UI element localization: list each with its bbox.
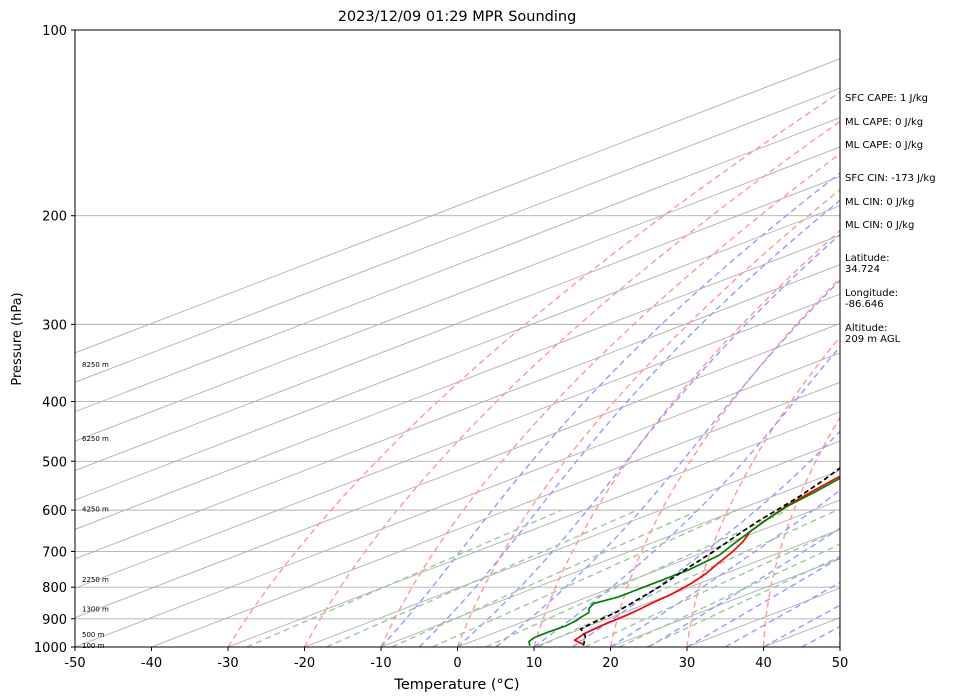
dry-adiabat (456, 188, 840, 647)
y-axis-label: Pressure (hPa) (10, 292, 25, 385)
dewpoint-line (528, 477, 840, 646)
isotherm-line (75, 87, 840, 383)
ml-cape-text-2: ML CAPE: 0 J/kg (845, 140, 924, 151)
x-tick-label: -30 (217, 656, 238, 671)
dry-adiabat (227, 91, 840, 647)
height-label: 4250 m (82, 505, 109, 513)
isotherm-line (75, 352, 840, 647)
height-label: 1300 m (82, 605, 109, 613)
x-tick-label: -50 (64, 656, 85, 671)
isotherm-line (304, 440, 840, 647)
moist-adiabat (380, 172, 840, 647)
background-lines (75, 30, 840, 647)
x-tick-label: 20 (602, 656, 619, 671)
height-label: 2250 m (82, 576, 109, 584)
chart-title: 2023/12/09 01:29 MPR Sounding (338, 9, 577, 25)
isotherm-line (75, 264, 840, 560)
sfc-cape-text: SFC CAPE: 1 J/kg (845, 93, 928, 104)
mixing-ratio-line (619, 543, 840, 647)
ml-cin-text-2: ML CIN: 0 J/kg (845, 220, 915, 231)
dry-adiabat (303, 120, 840, 647)
isotherm-line (75, 234, 840, 530)
y-tick-label: 600 (42, 504, 67, 519)
x-tick-label: 50 (832, 656, 849, 671)
x-axis-label: Temperature (°C) (393, 677, 519, 693)
x-tick-label: -40 (141, 656, 162, 671)
y-tick-label: 700 (42, 545, 67, 560)
sfc-cin-text: SFC CIN: -173 J/kg (845, 173, 936, 184)
height-label: 6250 m (82, 435, 109, 443)
y-tick-label: 800 (42, 581, 67, 596)
y-tick-label: 500 (42, 455, 67, 470)
mixing-ratio-line (537, 509, 838, 647)
x-tick-label: 30 (679, 656, 696, 671)
mixing-ratio-line (432, 509, 738, 647)
y-tick-label: 200 (42, 210, 67, 225)
x-tick-label: -10 (370, 656, 391, 671)
mixing-ratio-line (326, 509, 638, 647)
x-tick-label: 10 (526, 656, 543, 671)
mixing-ratio-line (246, 509, 562, 647)
isotherm-line (75, 293, 840, 589)
y-tick-label: 900 (42, 613, 67, 628)
series-layer (528, 467, 840, 646)
height-label: 500 m (82, 631, 105, 639)
isotherm-line (75, 146, 840, 442)
y-tick-label: 300 (42, 318, 67, 333)
y-tick-label: 1000 (34, 641, 67, 656)
ml-cape-text: ML CAPE: 0 J/kg (845, 117, 924, 128)
height-label: 8250 m (82, 361, 109, 369)
parcel-line (579, 467, 840, 646)
moist-adiabat (533, 345, 840, 647)
altitude-text: Altitude: 209 m AGL (845, 323, 901, 345)
isotherm-line (75, 205, 840, 501)
moist-adiabat (648, 527, 840, 647)
mixing-ratio-line (584, 528, 840, 647)
latitude-text: Latitude: 34.724 (845, 253, 890, 275)
moist-adiabat (418, 199, 840, 647)
x-tick-label: -20 (294, 656, 315, 671)
isotherm-line (151, 381, 840, 647)
dry-adiabat (380, 152, 840, 647)
height-labels: 100 m 500 m 1300 m 2250 m 4250 m 6250 m 8250 m (82, 361, 109, 650)
dry-adiabat (762, 416, 840, 647)
mixing-ratio-line (485, 509, 789, 647)
isotherm-line (227, 411, 840, 647)
isotherm-line (75, 175, 840, 472)
moist-adiabat (457, 233, 840, 647)
dry-adiabat (686, 335, 840, 647)
x-tick-label: 0 (453, 656, 461, 671)
y-tick-label: 100 (42, 24, 67, 39)
isotherm-line (75, 117, 840, 413)
isotherm-line (533, 528, 840, 647)
height-label: 100 m (82, 642, 105, 650)
x-tick-label: 40 (755, 656, 772, 671)
mixing-ratio-line (391, 509, 700, 647)
isotherm-line (380, 470, 840, 647)
ml-cin-text: ML CIN: 0 J/kg (845, 197, 915, 208)
moist-adiabat (571, 430, 840, 647)
y-tick-label: 400 (42, 395, 67, 410)
dry-adiabat (609, 277, 840, 647)
mixing-ratio-line (646, 555, 840, 647)
isotherm-line (75, 58, 840, 354)
isotherm-line (75, 322, 840, 619)
longitude-text: Longitude: -86.646 (845, 288, 899, 310)
